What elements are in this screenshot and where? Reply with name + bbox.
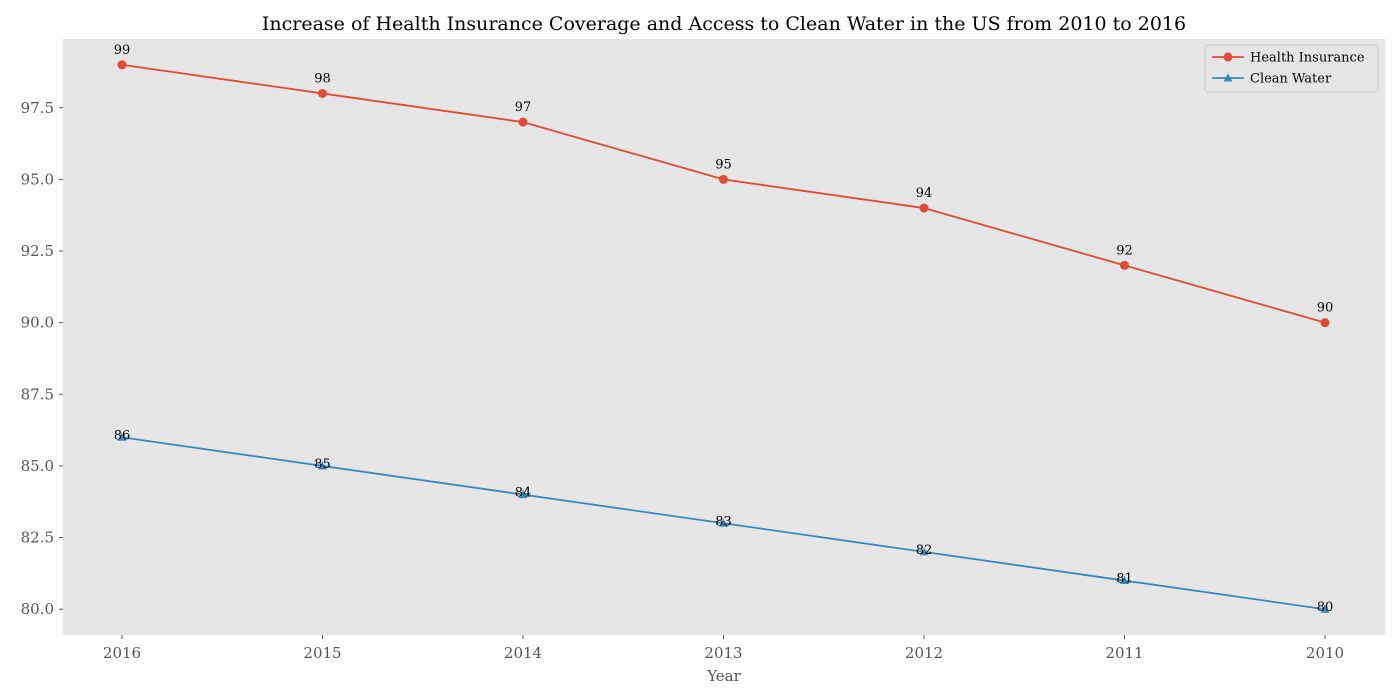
data-label: 97: [515, 100, 532, 115]
data-label: 94: [916, 186, 933, 201]
data-point: [117, 60, 127, 70]
data-label: 86: [114, 428, 131, 443]
y-tick-label: 97.5: [21, 99, 54, 117]
x-tick-label: 2011: [1105, 644, 1143, 662]
data-point: [919, 203, 929, 213]
data-label: 90: [1317, 301, 1334, 316]
data-point: [518, 117, 528, 127]
data-point: [1120, 576, 1129, 585]
x-axis-label: Year: [706, 667, 741, 685]
legend-marker: [1223, 52, 1233, 62]
plot-area: [63, 39, 1385, 635]
data-label: 81: [1116, 572, 1133, 587]
x-tick-label: 2015: [303, 644, 341, 662]
data-label: 82: [916, 543, 933, 558]
data-point: [1320, 318, 1330, 328]
x-tick-label: 2013: [704, 644, 742, 662]
legend-box: [1204, 44, 1379, 93]
data-point: [719, 174, 728, 184]
legend-item: Clean Water: [1212, 72, 1332, 87]
data-label: 95: [715, 157, 732, 172]
legend: Health Insurance Clean Water: [1204, 44, 1379, 93]
x-tick-label: 2012: [905, 644, 943, 662]
y-tick-label: 80.0: [21, 600, 54, 618]
legend-marker: [1223, 73, 1233, 82]
x-tick-label: 2010: [1306, 644, 1344, 662]
x-tick-label: 2014: [504, 644, 542, 662]
legend-item: Health Insurance: [1212, 51, 1365, 66]
data-point: [719, 518, 728, 527]
chart-title: Increase of Health Insurance Coverage an…: [262, 13, 1186, 35]
series-health-insurance: 99 98 97 95 94 92 90: [114, 43, 1334, 328]
series-layer: 99 98 97 95 94 92 90 86 85 84 83 82 81 80: [114, 43, 1334, 615]
y-tick-label: 90.0: [21, 314, 54, 332]
x-axis-ticks: 2016 2015 2014 2013 2012 2011 2010: [103, 635, 1344, 662]
y-axis-ticks: 80.0 82.5 85.0 87.5 90.0 92.5 95.0 97.5: [21, 99, 63, 618]
data-point: [919, 547, 929, 556]
data-label: 80: [1317, 600, 1334, 615]
data-label: 99: [114, 43, 131, 58]
legend-label: Health Insurance: [1250, 51, 1365, 66]
data-point: [1320, 604, 1330, 613]
data-point: [318, 461, 327, 470]
series-clean-water: 86 85 84 83 82 81 80: [114, 428, 1334, 615]
y-tick-label: 82.5: [21, 529, 54, 547]
data-label: 98: [314, 71, 331, 86]
data-point: [318, 88, 327, 98]
data-point: [1120, 260, 1129, 270]
data-point: [117, 432, 127, 441]
y-tick-label: 95.0: [21, 170, 54, 188]
y-tick-label: 92.5: [21, 242, 54, 260]
legend-label: Clean Water: [1250, 72, 1332, 87]
y-tick-label: 87.5: [21, 385, 54, 403]
data-label: 84: [515, 486, 532, 501]
data-point: [518, 490, 528, 499]
data-label: 83: [715, 514, 732, 529]
y-tick-label: 85.0: [21, 457, 54, 475]
data-label: 92: [1116, 243, 1133, 258]
data-label: 85: [314, 457, 331, 472]
x-tick-label: 2016: [103, 644, 141, 662]
